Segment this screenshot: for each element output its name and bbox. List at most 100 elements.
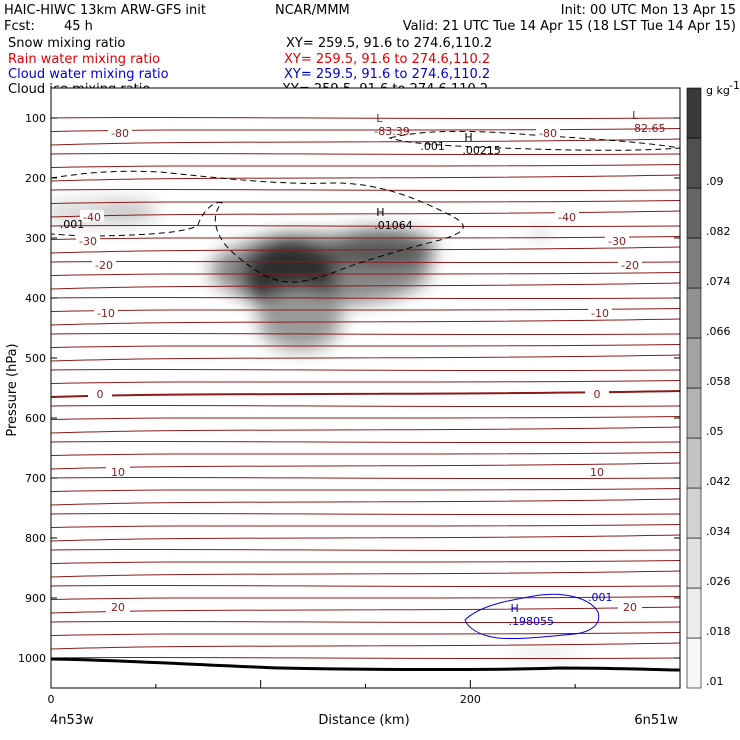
colorbar-label: .026	[706, 575, 731, 588]
colorbar-swatch	[686, 487, 702, 539]
isotherm-line	[51, 488, 680, 492]
isotherm-label: -80	[539, 127, 557, 140]
colorbar-label: .01	[706, 675, 724, 688]
isotherm-label: -40	[83, 211, 101, 224]
isotherm-line	[51, 584, 680, 588]
cloud-water-contour	[464, 593, 600, 640]
y-tick-label: 600	[25, 412, 46, 425]
isotherm-label-bg	[92, 258, 116, 270]
isotherm-line	[51, 548, 680, 552]
extremum-marker: H	[510, 602, 518, 615]
y-tick-label: 400	[25, 292, 46, 305]
isotherm-label-bg	[108, 126, 132, 138]
isotherm-line	[51, 560, 680, 564]
isotherm-label-bg	[88, 387, 112, 399]
header-fcst-value: 45 h	[64, 19, 93, 34]
x-axis-title: Distance (km)	[318, 713, 409, 728]
isotherm-label-bg	[536, 126, 560, 138]
isotherm-label-bg	[588, 306, 612, 318]
y-tick-label: 300	[25, 232, 46, 245]
isotherm-line	[51, 596, 680, 600]
y-axis-title: Pressure (hPa)	[5, 343, 20, 436]
snow-shading	[51, 200, 585, 663]
colorbar-label: .034	[706, 525, 731, 538]
isotherm-label: -30	[79, 235, 97, 248]
isotherm-line	[51, 246, 680, 254]
isotherm-line	[51, 296, 680, 300]
header: HAIC-HIWC 13km ARW-GFS init NCAR/MMM Ini…	[4, 3, 736, 34]
ground-line	[51, 657, 680, 672]
temperature-contours	[51, 116, 680, 660]
chart-labels: -80 -80 -40 -40 -30 -30 -20 -20 -10 -10 0 0 10 10 20 20…	[60, 109, 666, 628]
isotherm-line	[51, 188, 680, 192]
isotherm-line	[51, 620, 680, 624]
header-valid: Valid: 21 UTC Tue 14 Apr 15 (18 LST Tue …	[403, 19, 736, 34]
isotherm-label: -20	[95, 259, 113, 272]
isotherm-label: -20	[621, 259, 639, 272]
colorbar-label: .082	[706, 225, 731, 238]
isotherm-line	[51, 426, 680, 434]
isotherm-line	[51, 390, 680, 398]
cloud-ice-contours	[51, 130, 680, 283]
field-name: Rain water mixing ratio	[8, 52, 160, 67]
isotherm-label: 0	[594, 388, 601, 401]
isotherm-label-bg	[605, 234, 629, 246]
colorbar-swatch	[686, 187, 702, 239]
colorbar-swatch	[686, 587, 702, 639]
isotherm-label-bg	[76, 234, 100, 246]
isotherm-line	[51, 404, 680, 408]
y-tick-label: 500	[25, 352, 46, 365]
isotherm-label-bg	[94, 306, 118, 318]
isotherm-line	[51, 332, 680, 336]
y-tick-label: 700	[25, 472, 46, 485]
isotherm-line	[51, 318, 680, 326]
y-tick-label: 100	[25, 112, 46, 125]
isotherm-line	[51, 452, 680, 456]
colorbar-swatch	[686, 537, 702, 589]
isotherm-line	[51, 116, 680, 120]
isotherm-label: 10	[590, 466, 604, 479]
colorbar: .01 .018 .026 .034 .042 .05 .058 .066 .074 .082 .0…	[686, 87, 731, 689]
isotherm-line	[51, 570, 680, 578]
isotherm-line	[51, 354, 680, 362]
colorbar-swatch	[686, 337, 702, 389]
x-tick-label: 0	[48, 693, 55, 706]
isotherm-label-bg	[585, 465, 609, 477]
y-tick-label: 200	[25, 172, 46, 185]
plot-area	[51, 88, 680, 688]
extremum-value: .00215	[462, 144, 501, 157]
extremum-marker: L	[632, 109, 639, 122]
header-title: HAIC-HIWC 13km ARW-GFS init	[4, 3, 206, 18]
extremum-marker: L	[376, 112, 383, 125]
extremum-value: -82.65	[630, 122, 665, 135]
isotherm-label: -10	[591, 307, 609, 320]
colorbar-label: .042	[706, 475, 731, 488]
contour-value-label: .001	[420, 140, 445, 153]
colorbar-swatch	[686, 287, 702, 339]
colorbar-swatch	[686, 237, 702, 289]
colorbar-swatch	[686, 437, 702, 489]
isotherm-label-bg	[80, 210, 104, 222]
x-tick-label: 200	[460, 693, 481, 706]
isotherm-line	[51, 656, 680, 660]
right-endpoint-label: 6n51w	[634, 713, 678, 728]
isotherm-line	[51, 236, 680, 240]
isotherm-line	[51, 260, 680, 264]
colorbar-label: .066	[706, 325, 731, 338]
isotherm-line	[51, 476, 680, 480]
isotherm-label-bg	[106, 600, 130, 612]
y-tick-label: 1000	[18, 652, 46, 665]
field-name: Snow mixing ratio	[8, 36, 125, 51]
isotherm-line	[51, 534, 680, 542]
isotherm-label: 20	[623, 601, 637, 614]
isotherm-line	[51, 368, 680, 372]
contour-value-label: .001	[588, 591, 613, 604]
field-xy: XY= 259.5, 91.6 to 274.6,110.2	[284, 67, 490, 82]
isotherm-label: -30	[608, 235, 626, 248]
isotherm-label: -80	[111, 127, 129, 140]
colorbar-unit: g kg	[706, 84, 730, 97]
isotherm-label: -10	[97, 307, 115, 320]
left-endpoint-label: 4n53w	[50, 713, 94, 728]
